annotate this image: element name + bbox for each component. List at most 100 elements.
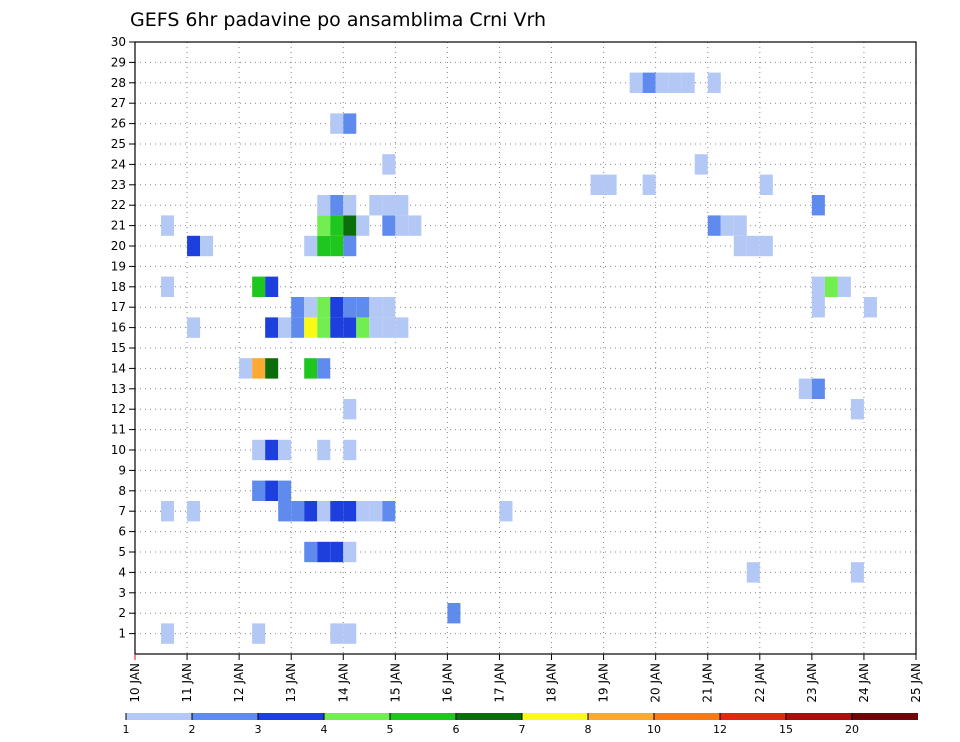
heatmap-cell <box>343 501 357 522</box>
heatmap-cell <box>161 276 175 297</box>
heatmap-cell <box>265 276 279 297</box>
heatmap-cell <box>343 317 357 338</box>
heatmap-cell <box>395 215 409 236</box>
x-tick-label: 17 JAN <box>492 663 506 703</box>
heatmap-cell <box>278 480 292 501</box>
heatmap-cell <box>603 174 617 195</box>
grid-lines <box>135 42 916 654</box>
x-tick-label: 12 JAN <box>232 663 246 703</box>
heatmap-cell <box>330 623 344 644</box>
y-tick-label: 1 <box>118 627 126 641</box>
x-tick-label: 11 JAN <box>180 663 194 703</box>
heatmap-cell <box>187 501 201 522</box>
heatmap-cell <box>317 501 331 522</box>
heatmap-cell <box>356 317 370 338</box>
y-tick-label: 4 <box>118 565 126 579</box>
heatmap-cell <box>707 72 721 93</box>
y-tick-label: 6 <box>118 525 126 539</box>
y-tick-label: 18 <box>111 280 126 294</box>
heatmap-cell <box>343 215 357 236</box>
heatmap-cell <box>278 439 292 461</box>
colorbar-swatch <box>258 713 324 720</box>
y-tick-label: 24 <box>111 157 126 171</box>
heatmap-cell <box>850 562 864 583</box>
heatmap-cell <box>252 439 266 461</box>
axes: 1234567891011121314151617181920212223242… <box>111 35 923 703</box>
heatmap-cell <box>304 541 318 563</box>
heatmap-cell <box>161 623 175 644</box>
heatmap-cell <box>707 215 721 236</box>
colorbar-label: 5 <box>387 723 394 736</box>
colorbar-swatch <box>786 713 852 720</box>
x-tick-label: 25 JAN <box>909 663 923 703</box>
heatmap-cell <box>330 297 344 318</box>
heatmap-cell <box>291 297 305 318</box>
colorbar-label: 2 <box>189 723 196 736</box>
heatmap-cell <box>265 358 279 379</box>
colorbar-label: 1 <box>123 723 130 736</box>
colorbar-label: 20 <box>845 723 859 736</box>
x-tick-label: 10 JAN <box>128 663 142 703</box>
heatmap-cell <box>187 235 201 257</box>
colorbar-swatch <box>456 713 522 720</box>
heatmap-cell <box>330 195 344 216</box>
heatmap-cell <box>356 297 370 318</box>
heatmap-cell <box>655 72 669 93</box>
heatmap-cell <box>161 215 175 236</box>
heatmap-cell <box>304 317 318 338</box>
heatmap-cell <box>746 235 760 257</box>
heatmap-cell <box>395 317 409 338</box>
heatmap-cell <box>252 480 266 501</box>
heatmap-cell <box>200 235 214 257</box>
heatmap-cell <box>330 215 344 236</box>
y-tick-label: 5 <box>118 545 126 559</box>
x-tick-label: 18 JAN <box>545 663 559 703</box>
heatmap-cell <box>252 276 266 297</box>
colorbar-label: 3 <box>255 723 262 736</box>
heatmap-cell <box>317 541 331 563</box>
heatmap-cell <box>330 541 344 563</box>
heatmap-cell <box>694 154 708 175</box>
colorbar-swatch <box>720 713 786 720</box>
colorbar-label: 10 <box>647 723 661 736</box>
heatmap-cell <box>382 154 396 175</box>
y-tick-label: 15 <box>111 341 126 355</box>
heatmap-cell <box>863 297 877 318</box>
heatmap-cell <box>252 358 266 379</box>
heatmap-cell <box>395 195 409 216</box>
heatmap-cell <box>265 480 279 501</box>
colorbar-swatch <box>192 713 258 720</box>
chart-title: GEFS 6hr padavine po ansamblima Crni Vrh <box>130 9 546 31</box>
x-tick-label: 19 JAN <box>597 663 611 703</box>
heatmap-cell <box>382 317 396 338</box>
data-cells <box>161 72 877 644</box>
heatmap-cell <box>330 317 344 338</box>
heatmap-cell <box>304 235 318 257</box>
heatmap-cell <box>343 399 357 420</box>
heatmap-cell <box>317 358 331 379</box>
y-tick-label: 26 <box>111 117 126 131</box>
heatmap-cell <box>447 603 461 624</box>
heatmap-cell <box>252 623 266 644</box>
colorbar-label: 6 <box>453 723 460 736</box>
heatmap-cell <box>317 439 331 461</box>
heatmap-cell <box>161 501 175 522</box>
y-tick-label: 16 <box>111 321 126 335</box>
y-tick-label: 9 <box>118 463 126 477</box>
colorbar-swatch <box>324 713 390 720</box>
y-tick-label: 27 <box>111 96 126 110</box>
y-tick-label: 25 <box>111 137 126 151</box>
colorbar: 1 2 3 4 5 6 7 8 10 12 15 20 <box>123 713 918 736</box>
heatmap-cell <box>824 276 838 297</box>
x-tick-label: 14 JAN <box>336 663 350 703</box>
heatmap-cell <box>343 113 357 134</box>
heatmap-cell <box>499 501 513 522</box>
heatmap-cell <box>382 501 396 522</box>
heatmap-cell <box>317 195 331 216</box>
y-tick-label: 17 <box>111 300 126 314</box>
heatmap-cell <box>837 276 851 297</box>
heatmap-cell <box>811 195 825 216</box>
heatmap-cell <box>187 317 201 338</box>
y-tick-label: 20 <box>111 239 126 253</box>
